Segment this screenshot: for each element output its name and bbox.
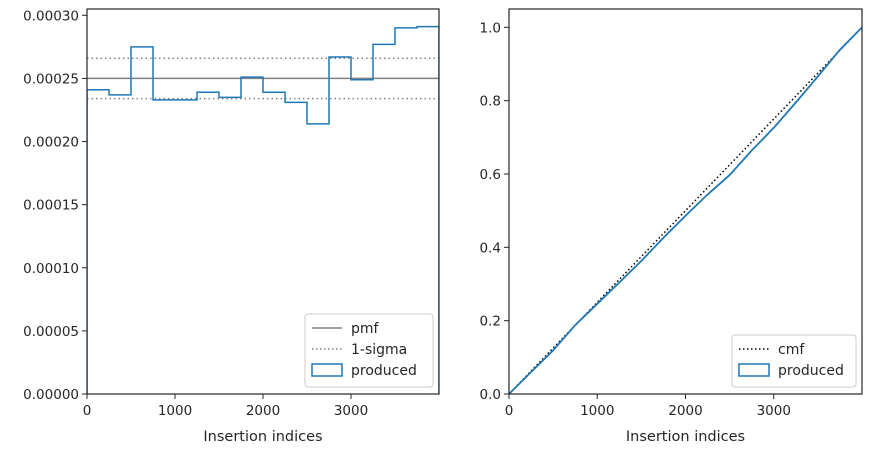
axes-frame <box>508 8 863 395</box>
legend: pmf 1-sigma produced <box>304 313 434 388</box>
y-tick-label: 0.6 <box>480 167 501 183</box>
x-tick-label: 3000 <box>757 403 791 419</box>
x-tick-label: 3000 <box>334 403 368 419</box>
y-tick-label: 1.0 <box>480 20 501 36</box>
x-axis-label: Insertion indices <box>626 429 745 445</box>
x-axis-label: Insertion indices <box>203 429 322 445</box>
plot-area <box>87 25 439 394</box>
legend-handle-1 <box>738 363 770 377</box>
y-tick-label: 0.2 <box>480 314 501 330</box>
x-tick-label: 0 <box>83 403 92 419</box>
produced-step <box>87 25 439 394</box>
x-tick-label: 2000 <box>668 403 702 419</box>
y-tick-label: 0.00030 <box>23 8 79 24</box>
plot-area <box>509 26 862 394</box>
y-tick-label: 0.00010 <box>23 261 79 277</box>
chart-panel-2: 0 1000 2000 3000 0.0 0.2 0.4 0.6 0.8 1.0 Insertion… <box>480 8 863 445</box>
legend-handle-2 <box>311 363 343 377</box>
legend-label: produced <box>351 363 417 379</box>
legend: cmf produced <box>731 334 857 388</box>
y-tick-label: 0.00020 <box>23 135 79 151</box>
legend-label: 1-sigma <box>351 342 407 358</box>
legend-box <box>731 334 857 388</box>
produced-line <box>509 26 862 394</box>
y-tick-label: 0.0 <box>480 387 501 403</box>
x-tick-label: 1000 <box>158 403 192 419</box>
y-tick-label: 0.00000 <box>23 387 79 403</box>
chart-panel-1: 0 1000 2000 3000 0.00000 0.00005 0.00010 0.0001… <box>23 8 440 445</box>
y-tick-label: 0.00025 <box>23 71 79 87</box>
legend-box <box>304 313 434 388</box>
x-tick-label: 0 <box>505 403 514 419</box>
legend-label: produced <box>778 363 844 379</box>
axes-frame <box>86 8 440 395</box>
legend-label: pmf <box>351 321 380 337</box>
x-tick-label: 1000 <box>580 403 614 419</box>
legend-label: cmf <box>778 342 805 358</box>
y-tick-label: 0.8 <box>480 94 501 110</box>
y-tick-label: 0.00015 <box>23 198 79 214</box>
y-tick-label: 0.4 <box>480 240 501 256</box>
x-tick-label: 2000 <box>246 403 280 419</box>
y-tick-label: 0.00005 <box>23 324 79 340</box>
